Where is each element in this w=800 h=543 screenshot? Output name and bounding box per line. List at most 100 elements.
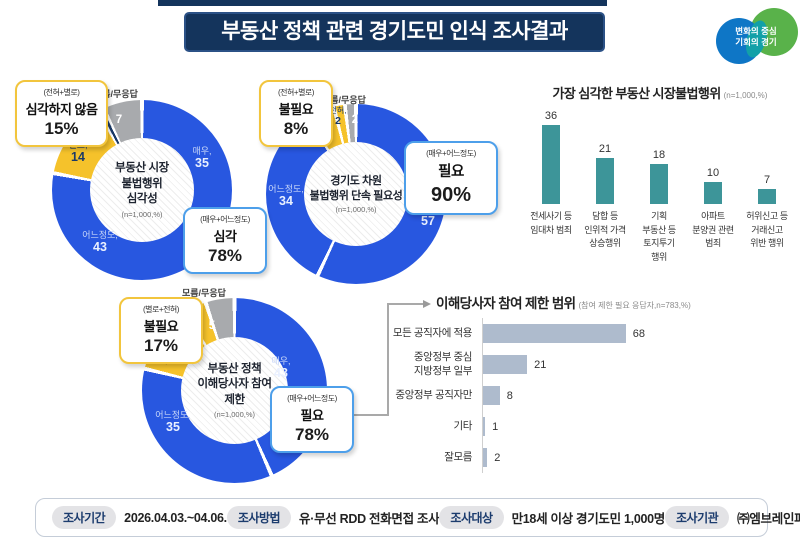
survey-footer: 조사기간 2026.04.03.~04.06. 조사방법 유·무선 RDD 전화… — [35, 498, 800, 537]
hbar-row: 기타 1 — [332, 411, 792, 442]
hbar-category: 중앙정부 중심 지방정부 일부 — [413, 350, 472, 377]
bar — [542, 124, 560, 204]
segment-label-dontknow-value: 2 — [351, 114, 359, 126]
callout-negative-restriction: (별로+전혀) 불필요 17% — [119, 297, 203, 364]
bars-area: 36 21 18 10 7 — [524, 108, 796, 204]
hbar-category: 기타 — [453, 419, 472, 432]
segment-label-notatall: 전혀, 2 — [329, 106, 347, 127]
segment-label-very: 매우, 35 — [192, 146, 212, 171]
hbar-category: 잘모름 — [444, 450, 472, 463]
bar — [650, 164, 668, 204]
segment-label-dontknow-value: 5 — [208, 320, 216, 332]
connector-line — [387, 303, 389, 416]
footer-label-pill: 조사방법 — [226, 506, 292, 529]
hbar-barcell: 8 — [482, 380, 792, 411]
footer-label-pill: 조사기관 — [664, 506, 730, 529]
gyeonggi-logo: 변화의 중심 기회의 경기 — [714, 8, 798, 66]
bar-category: 전세사기 등 임대차 범죄 — [530, 211, 572, 235]
bar-value: 1 — [492, 420, 499, 433]
hbar-row: 중앙정부 중심 지방정부 일부 21 — [332, 349, 792, 380]
hbar-category: 모든 공직자에 적용 — [392, 326, 473, 339]
bar-category: 기획 부동산 등 토지투기 행위 — [642, 211, 676, 262]
callout-positive-crackdown: (매우+어느정도) 필요 90% — [404, 141, 498, 215]
top-accent-strip — [158, 0, 607, 6]
bar — [483, 386, 500, 405]
hbar-row: 중앙정부 공직자만 8 — [332, 380, 792, 411]
footer-label-pill: 조사기간 — [52, 506, 117, 529]
logo-line2: 기회의 경기 — [735, 37, 777, 48]
callout-positive-severity: (매우+어느정도) 심각 78% — [183, 207, 267, 274]
bar-value: 21 — [534, 358, 547, 371]
connector-arrow-icon — [423, 299, 431, 308]
donut-sample-note: (n=1,000,%) — [213, 410, 256, 420]
footer-value: ㈜엠브레인퍼블릭 — [737, 512, 800, 526]
bar-chart-restriction-scope: 모든 공직자에 적용 68 중앙정부 중심 지방정부 일부 21 중앙정부 공직… — [332, 318, 792, 473]
hbar-barcell: 2 — [482, 442, 792, 473]
hbar-category: 중앙정부 공직자만 — [395, 388, 472, 401]
footer-value: 유·무선 RDD 전화면접 조사 — [299, 512, 440, 526]
hbar-row: 모든 공직자에 적용 68 — [332, 318, 792, 349]
logo-line1: 변화의 중심 — [735, 26, 777, 36]
segment-label-dontknow-header: 모름/무응답 — [322, 95, 366, 105]
donut-hole: 경기도 차원 불법행위 단속 필요성 (n=1,000,%) — [304, 142, 408, 246]
bar-value: 8 — [506, 389, 513, 402]
bar — [483, 448, 488, 467]
callout-negative-crackdown: (전혀+별로) 불필요 8% — [259, 80, 333, 147]
segment-label-dontknow-header: 모름/무응답 — [182, 288, 226, 298]
segment-label-very: 매우, 43 — [271, 356, 291, 381]
bar — [483, 417, 486, 436]
bar-column: 36 — [524, 108, 578, 204]
bar-value: 2 — [494, 451, 501, 464]
segment-label-somewhat: 어느정도, 35 — [155, 410, 191, 435]
bar — [758, 188, 776, 204]
bar — [596, 157, 614, 204]
bar-value: 18 — [652, 149, 666, 162]
donut-center-title: 부동산 시장 불법행위 심각성 — [115, 162, 169, 206]
hbar-row: 잘모름 2 — [332, 442, 792, 473]
callout-negative-severity: (전혀+별로) 심각하지 않음 15% — [15, 80, 108, 147]
segment-label-somewhat: 어느정도, 43 — [82, 230, 118, 255]
bar-chart-most-serious: 가장 심각한 부동산 시장불법행위 (n=1,000,%) 36 21 18 1… — [524, 83, 796, 264]
bar — [483, 355, 528, 374]
bar-value: 10 — [706, 167, 720, 179]
category-labels: 전세사기 등 임대차 범죄 담합 등 인위적 가격 상승행위 기획 부동산 등 … — [524, 204, 796, 264]
donut-hole: 부동산 시장 불법행위 심각성 (n=1,000,%) — [90, 138, 194, 242]
footer-item-method: 조사방법 유·무선 RDD 전화면접 조사 — [226, 506, 440, 529]
footer-label-pill: 조사대상 — [439, 506, 504, 529]
chart-sample-note: (n=1,000,%) — [723, 91, 768, 100]
chart-title: 가장 심각한 부동산 시장불법행위 (n=1,000,%) — [552, 86, 768, 101]
page-title: 부동산 정책 관련 경기도민 인식 조사결과 — [184, 12, 605, 52]
segment-label-somewhat: 어느정도, 34 — [268, 184, 304, 209]
bar-column: 7 — [740, 108, 794, 204]
footer-item-agency: 조사기관 ㈜엠브레인퍼블릭 — [664, 506, 800, 529]
callout-positive-restriction: (매우+어느정도) 필요 78% — [270, 386, 354, 453]
donut-center-title: 부동산 정책 이해당사자 참여 제한 — [197, 362, 272, 406]
segment-label-dontknow-value: 7 — [115, 114, 123, 126]
bar-category: 아파트 분양권 관련 범죄 — [692, 211, 734, 248]
hbar-barcell: 21 — [482, 349, 792, 380]
bar-column: 21 — [578, 108, 632, 204]
segment-label-dontknow-header: 모름/무응답 — [94, 89, 138, 99]
chart-sample-note: (참여 제한 필요 응답자,n=783,%) — [578, 301, 691, 310]
bar-column: 18 — [632, 108, 686, 204]
bar-value: 36 — [544, 109, 558, 122]
connector-line — [352, 414, 389, 416]
donut-center-title: 경기도 차원 불법행위 단속 필요성 — [309, 174, 403, 202]
donut-sample-note: (n=1,000,%) — [335, 205, 377, 215]
footer-item-period: 조사기간 2026.04.03.~04.06. — [52, 506, 227, 529]
bar-category: 허위신고 등 거래신고 위반 행위 — [746, 211, 788, 248]
bar-value: 21 — [598, 142, 612, 155]
hbar-chart-title: 이해당사자 참여 제한 범위 (참여 제한 필요 응답자,n=783,%) — [436, 296, 691, 311]
logo-text: 변화의 중심 기회의 경기 — [714, 26, 798, 48]
bar-category: 담합 등 인위적 가격 상승행위 — [584, 211, 626, 248]
bar-value: 68 — [632, 327, 646, 340]
hbar-barcell: 68 — [482, 318, 792, 349]
hbar-barcell: 1 — [482, 411, 792, 442]
bar — [704, 182, 722, 204]
bar-value: 7 — [763, 173, 771, 186]
bar — [483, 324, 626, 343]
connector-line — [389, 303, 423, 305]
bar-column: 10 — [686, 108, 740, 204]
footer-value: 2026.04.03.~04.06. — [124, 510, 227, 525]
